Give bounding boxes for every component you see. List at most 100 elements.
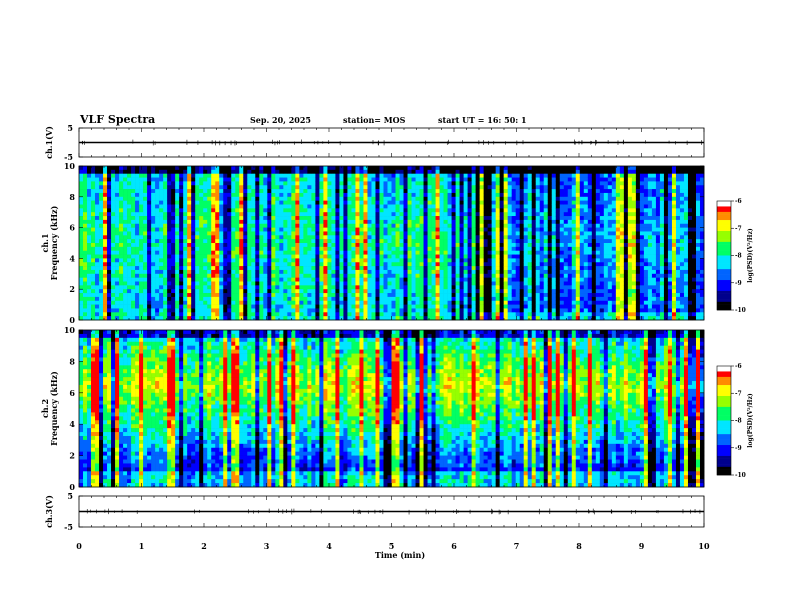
spectrogram-cell [143, 308, 148, 313]
spectrogram-cell [175, 258, 180, 263]
spectrogram-cell [111, 192, 116, 198]
spectrogram-cell [119, 185, 124, 190]
spectrogram-cell [187, 239, 192, 244]
spectrogram-cell [503, 219, 508, 225]
spectrogram-cell [511, 169, 516, 174]
spectrogram-cell [287, 169, 292, 174]
spectrogram-cell [479, 235, 484, 240]
spectrogram-cell [363, 269, 368, 275]
spectrogram-cell [135, 223, 140, 228]
spectrogram-cell [115, 266, 120, 271]
spectrogram-cell [527, 192, 533, 198]
spectrogram-cell [275, 192, 280, 198]
spectrogram-cell [451, 181, 456, 186]
spectrogram-cell [251, 204, 256, 209]
spectrogram-cell [347, 200, 352, 205]
spectrogram-cell [431, 231, 436, 236]
spectrogram-cell [487, 185, 492, 190]
spectrogram-cell [215, 285, 220, 290]
spectrogram-cell [479, 254, 484, 259]
spectrogram-cell [279, 216, 284, 221]
spectrogram-cell [523, 231, 529, 236]
spectrogram-cell [127, 227, 132, 232]
spectrogram-cell [303, 231, 308, 236]
spectrogram-cell [543, 243, 549, 248]
spectrogram-cell [271, 246, 276, 251]
spectrogram-cell [295, 262, 300, 267]
spectrogram-cell [135, 273, 140, 278]
spectrogram-cell [499, 173, 504, 178]
spectrogram-cell [355, 273, 360, 278]
spectrogram-cell [555, 293, 561, 298]
spectrogram-cell [231, 266, 236, 271]
spectrogram-cell [323, 281, 328, 286]
spectrogram-cell [95, 231, 100, 236]
spectrogram-cell [359, 277, 364, 282]
spectrogram-cell [203, 243, 208, 248]
spectrogram-cell [539, 227, 545, 232]
spectrogram-cell [215, 293, 220, 298]
spectrogram-cell [303, 289, 308, 294]
spectrogram-cell [259, 212, 264, 217]
spectrogram-cell [471, 173, 476, 178]
spectrogram-cell [219, 173, 224, 178]
spectrogram-cell [503, 235, 508, 240]
spectrogram-cell [455, 235, 460, 240]
spectrogram-cell [419, 269, 424, 275]
spectrogram-cell [167, 189, 172, 194]
spectrogram-cell [407, 277, 412, 282]
spectrogram-cell [291, 296, 296, 302]
spectrogram-cell [387, 231, 392, 236]
spectrogram-cell [263, 304, 268, 309]
spectrogram-cell [139, 185, 144, 190]
spectrogram-cell [255, 243, 260, 248]
spectrogram-cell [559, 223, 565, 228]
spectrogram-cell [199, 316, 204, 321]
spectrogram-cell [519, 243, 525, 248]
spectrogram-cell [551, 304, 557, 309]
spectrogram-cell [103, 269, 108, 275]
spectrogram-cell [239, 181, 244, 186]
spectrogram-cell [291, 289, 296, 294]
spectrogram-cell [95, 273, 100, 278]
spectrogram-cell [507, 281, 512, 286]
spectrogram-cell [179, 250, 184, 255]
spectrogram-cell [291, 246, 296, 251]
spectrogram-cell [87, 262, 92, 267]
spectrogram-cell [115, 192, 120, 198]
spectrogram-cell [559, 166, 565, 171]
spectrogram-cell [459, 308, 464, 313]
spectrogram-cell [87, 304, 92, 309]
spectrogram-cell [327, 312, 332, 317]
spectrogram-cell [183, 166, 188, 171]
spectrogram-cell [167, 243, 172, 248]
spectrogram-cell [411, 212, 416, 217]
spectrogram-cell [319, 258, 324, 263]
spectrogram-cell [335, 173, 340, 178]
spectrogram-cell [135, 293, 140, 298]
spectrogram-cell [503, 300, 508, 305]
spectrogram-cell [91, 281, 96, 286]
spectrogram-cell [175, 216, 180, 221]
spectrogram-cell [87, 219, 92, 225]
spectrogram-cell [287, 173, 292, 178]
spectrogram-cell [303, 304, 308, 309]
spectrogram-cell [319, 269, 324, 275]
spectrogram-cell [259, 258, 264, 263]
spectrogram-cell [195, 231, 200, 236]
spectrogram-cell [451, 258, 456, 263]
spectrogram-cell [95, 223, 100, 228]
spectrogram-cell [375, 235, 380, 240]
spectrogram-cell [203, 254, 208, 259]
spectrogram-cell [91, 200, 96, 205]
spectrogram-cell [183, 281, 188, 286]
spectrogram-cell [147, 304, 152, 309]
spectrogram-cell [351, 243, 356, 248]
spectrogram-cell [399, 196, 404, 201]
spectrogram-cell [315, 235, 320, 240]
spectrogram-cell [103, 227, 108, 232]
spectrogram-cell [91, 269, 96, 275]
spectrogram-cell [495, 258, 500, 263]
spectrogram-cell [131, 281, 136, 286]
spectrogram-cell [535, 285, 541, 290]
